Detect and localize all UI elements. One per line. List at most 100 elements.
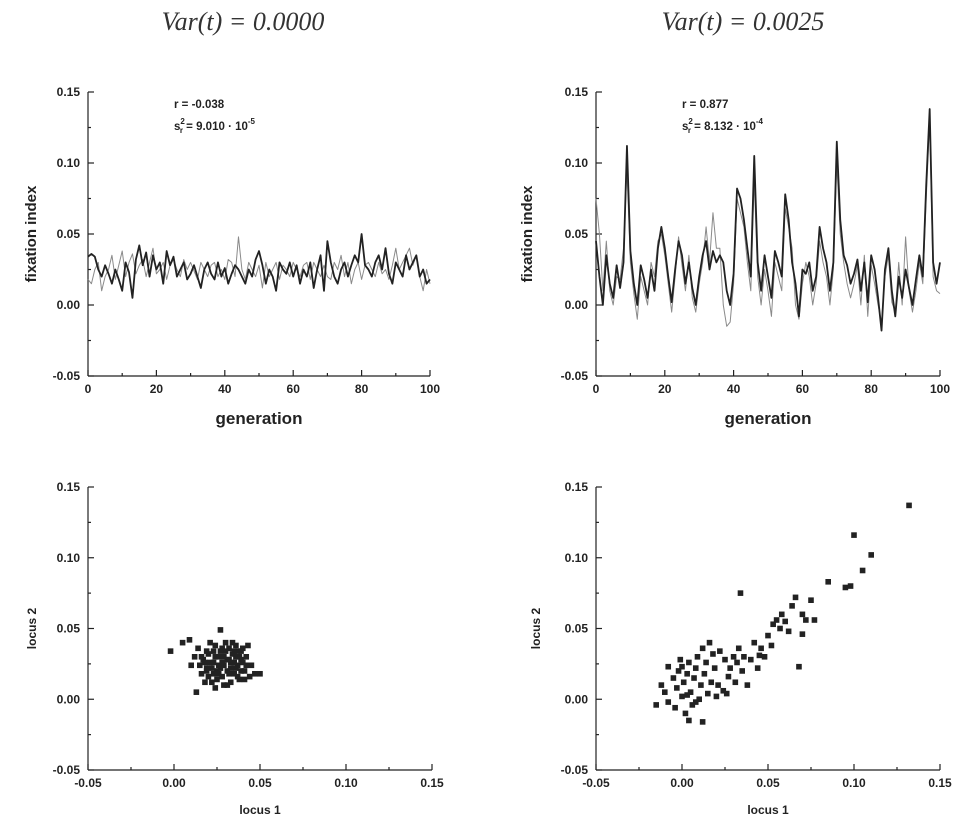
scatter-point (694, 654, 701, 660)
x-tick-label: 0 (593, 382, 600, 396)
y-tick-label: 0.10 (565, 551, 589, 565)
y-axis-label: fixation index (23, 185, 40, 282)
scatter-point (725, 673, 732, 680)
scatter-point (238, 648, 244, 654)
scatter-point (246, 673, 253, 680)
scatter-point (761, 654, 768, 660)
x-tick-label: 60 (287, 382, 301, 396)
scatter-point (202, 659, 208, 666)
scatter-point (231, 659, 237, 666)
scatter-point (214, 668, 220, 674)
series-line-locus-1 (595, 108, 941, 332)
scatter-point (210, 670, 217, 677)
scatter-point (734, 659, 740, 666)
scatter-point (713, 693, 720, 700)
scatter-point (219, 645, 225, 652)
scatter-point (241, 676, 248, 683)
y-tick-label: 0.15 (57, 480, 81, 494)
scatter-point (732, 679, 739, 686)
scatter-point (698, 682, 704, 688)
variance-annotation-part: r (180, 126, 183, 135)
scatter-point (212, 685, 219, 691)
x-axis-label: generation (216, 409, 303, 428)
scatter-point (217, 665, 224, 671)
x-tick-label: 20 (150, 382, 164, 396)
scatter-point (227, 665, 234, 671)
scatter-point (234, 662, 241, 669)
scatter-point (687, 689, 694, 695)
y-tick-label: 0.10 (565, 156, 589, 170)
scatter-point (773, 617, 780, 623)
line-chart-left: -0.05 0.00 0.05 0.10 0.15 0 20 40 60 80 100 generat… (23, 85, 440, 428)
variance-annotation-part: = 9.010 · 10 (183, 121, 248, 133)
scatter-point (842, 584, 849, 591)
scatter-point (224, 656, 231, 663)
x-tick-label: 80 (355, 382, 369, 396)
scatter-point (792, 594, 799, 601)
scatter-point (808, 597, 814, 603)
x-tick-label: 0.10 (334, 776, 358, 790)
x-tick-label: 40 (218, 382, 232, 396)
scatter-point (226, 645, 232, 652)
scatter-point (684, 670, 690, 677)
scatter-point (680, 679, 687, 686)
scatter-point (257, 670, 263, 677)
y-tick-label: 0.15 (565, 85, 589, 99)
scatter-point (770, 621, 776, 628)
variance-annotation-part: s (174, 121, 180, 133)
scatter-point (701, 670, 708, 677)
x-tick-label: 0 (85, 382, 92, 396)
scatter-point (785, 628, 792, 635)
x-tick-label: -0.05 (74, 776, 102, 790)
scatter-point (231, 670, 237, 677)
scatter-point (217, 648, 224, 654)
scatter-point (243, 654, 250, 660)
scatter-point (696, 696, 702, 703)
scatter-point (723, 690, 730, 697)
scatter-point (765, 632, 771, 639)
scatter-point (744, 682, 751, 688)
x-tick-label: 80 (865, 382, 879, 396)
scatter-point (224, 668, 231, 674)
scatter-point (227, 659, 234, 666)
scatter-point (236, 654, 243, 660)
scatter-point (699, 719, 706, 725)
scatter-point (202, 679, 208, 686)
variance-annotation: s2 r = 9.010 · 10-5 (174, 117, 256, 135)
scatter-point (705, 690, 711, 697)
x-tick-label: 60 (796, 382, 810, 396)
variance-annotation: s2 r = 8.132 · 10-4 (682, 117, 764, 135)
y-tick-label: -0.05 (53, 763, 81, 777)
y-tick-label: -0.05 (561, 763, 589, 777)
scatter-point (672, 704, 678, 711)
x-tick-label: 0.00 (670, 776, 694, 790)
scatter-point (210, 648, 217, 654)
scatter-point (243, 662, 250, 669)
variance-annotation-part: 2 (688, 117, 693, 126)
x-tick-label: 100 (930, 382, 950, 396)
scatter-point (209, 665, 215, 671)
scatter-point (179, 639, 186, 646)
column-title-left: Var(t) = 0.0000 (162, 7, 325, 36)
x-tick-label: 0.05 (248, 776, 272, 790)
scatter-point (782, 618, 788, 625)
variance-annotation-part: s (682, 121, 688, 133)
scatter-point (203, 665, 210, 671)
scatter-point (811, 617, 818, 623)
scatter-point (803, 617, 809, 623)
scatter-point (234, 648, 241, 654)
variance-annotation-part: -5 (248, 117, 256, 126)
scatter-point (221, 682, 227, 688)
scatter-point (226, 670, 232, 677)
scatter-chart-left: -0.05 0.00 0.05 0.10 0.15 -0.05 0.00 0.05 0.10 0.… (25, 480, 444, 817)
scatter-point (236, 676, 243, 683)
x-axis-label: locus 1 (747, 803, 789, 817)
variance-annotation-part: r (688, 126, 691, 135)
scatter-point (209, 679, 215, 686)
scatter-point (706, 639, 713, 646)
line-chart-right: -0.05 0.00 0.05 0.10 0.15 0 20 40 60 80 100 generat… (519, 85, 950, 428)
correlation-annotation: r = -0.038 (174, 99, 225, 111)
scatter-point (207, 659, 213, 666)
scatter-point (229, 639, 236, 646)
scatter-point (224, 682, 231, 688)
